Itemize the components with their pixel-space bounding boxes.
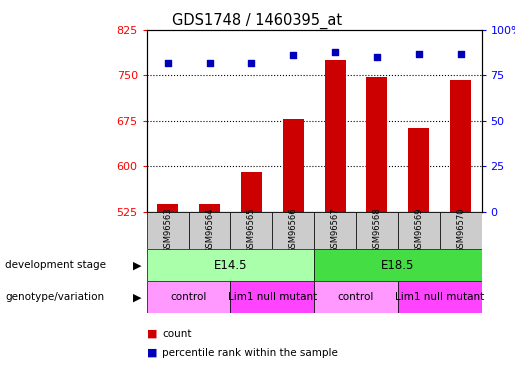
Bar (314, 212, 356, 249)
Text: GSM96564: GSM96564 (205, 208, 214, 254)
Point (331, 49, 339, 55)
Bar (230, 281, 314, 313)
Bar (147, 212, 188, 249)
Text: GSM96567: GSM96567 (331, 208, 339, 254)
Text: development stage: development stage (5, 260, 106, 270)
Text: GDS1748 / 1460395_at: GDS1748 / 1460395_at (173, 13, 342, 29)
Point (415, 51, 423, 57)
Text: control: control (170, 292, 207, 302)
Bar (450, 80, 471, 212)
Text: genotype/variation: genotype/variation (5, 292, 104, 302)
Bar (398, 281, 482, 313)
Text: E18.5: E18.5 (381, 259, 415, 272)
Text: GSM96570: GSM96570 (456, 208, 465, 254)
Text: GSM96565: GSM96565 (247, 208, 256, 254)
Bar (241, 172, 262, 212)
Point (456, 51, 465, 57)
Bar (272, 212, 314, 249)
Text: count: count (162, 329, 192, 339)
Bar (408, 128, 429, 212)
Text: Lim1 null mutant: Lim1 null mutant (228, 292, 317, 302)
Text: ■: ■ (147, 329, 157, 339)
Bar (314, 281, 398, 313)
Text: E14.5: E14.5 (214, 259, 247, 272)
Bar (147, 281, 230, 313)
Text: control: control (338, 292, 374, 302)
Bar (367, 76, 387, 212)
Point (205, 60, 214, 66)
Bar (440, 212, 482, 249)
Text: percentile rank within the sample: percentile rank within the sample (162, 348, 338, 357)
Bar (324, 60, 346, 212)
Text: ▶: ▶ (133, 292, 142, 302)
Bar (188, 212, 230, 249)
Bar (199, 204, 220, 212)
Text: Lim1 null mutant: Lim1 null mutant (395, 292, 484, 302)
Text: GSM96568: GSM96568 (372, 208, 382, 254)
Point (247, 60, 255, 66)
Bar (314, 249, 482, 281)
Bar (157, 204, 178, 212)
Point (164, 60, 172, 66)
Point (289, 53, 297, 58)
Text: GSM96566: GSM96566 (289, 208, 298, 254)
Bar (398, 212, 440, 249)
Text: GSM96563: GSM96563 (163, 208, 172, 254)
Bar (283, 119, 304, 212)
Bar (147, 249, 314, 281)
Text: GSM96569: GSM96569 (414, 208, 423, 254)
Point (373, 54, 381, 60)
Bar (356, 212, 398, 249)
Bar (230, 212, 272, 249)
Text: ■: ■ (147, 348, 157, 357)
Text: ▶: ▶ (133, 260, 142, 270)
